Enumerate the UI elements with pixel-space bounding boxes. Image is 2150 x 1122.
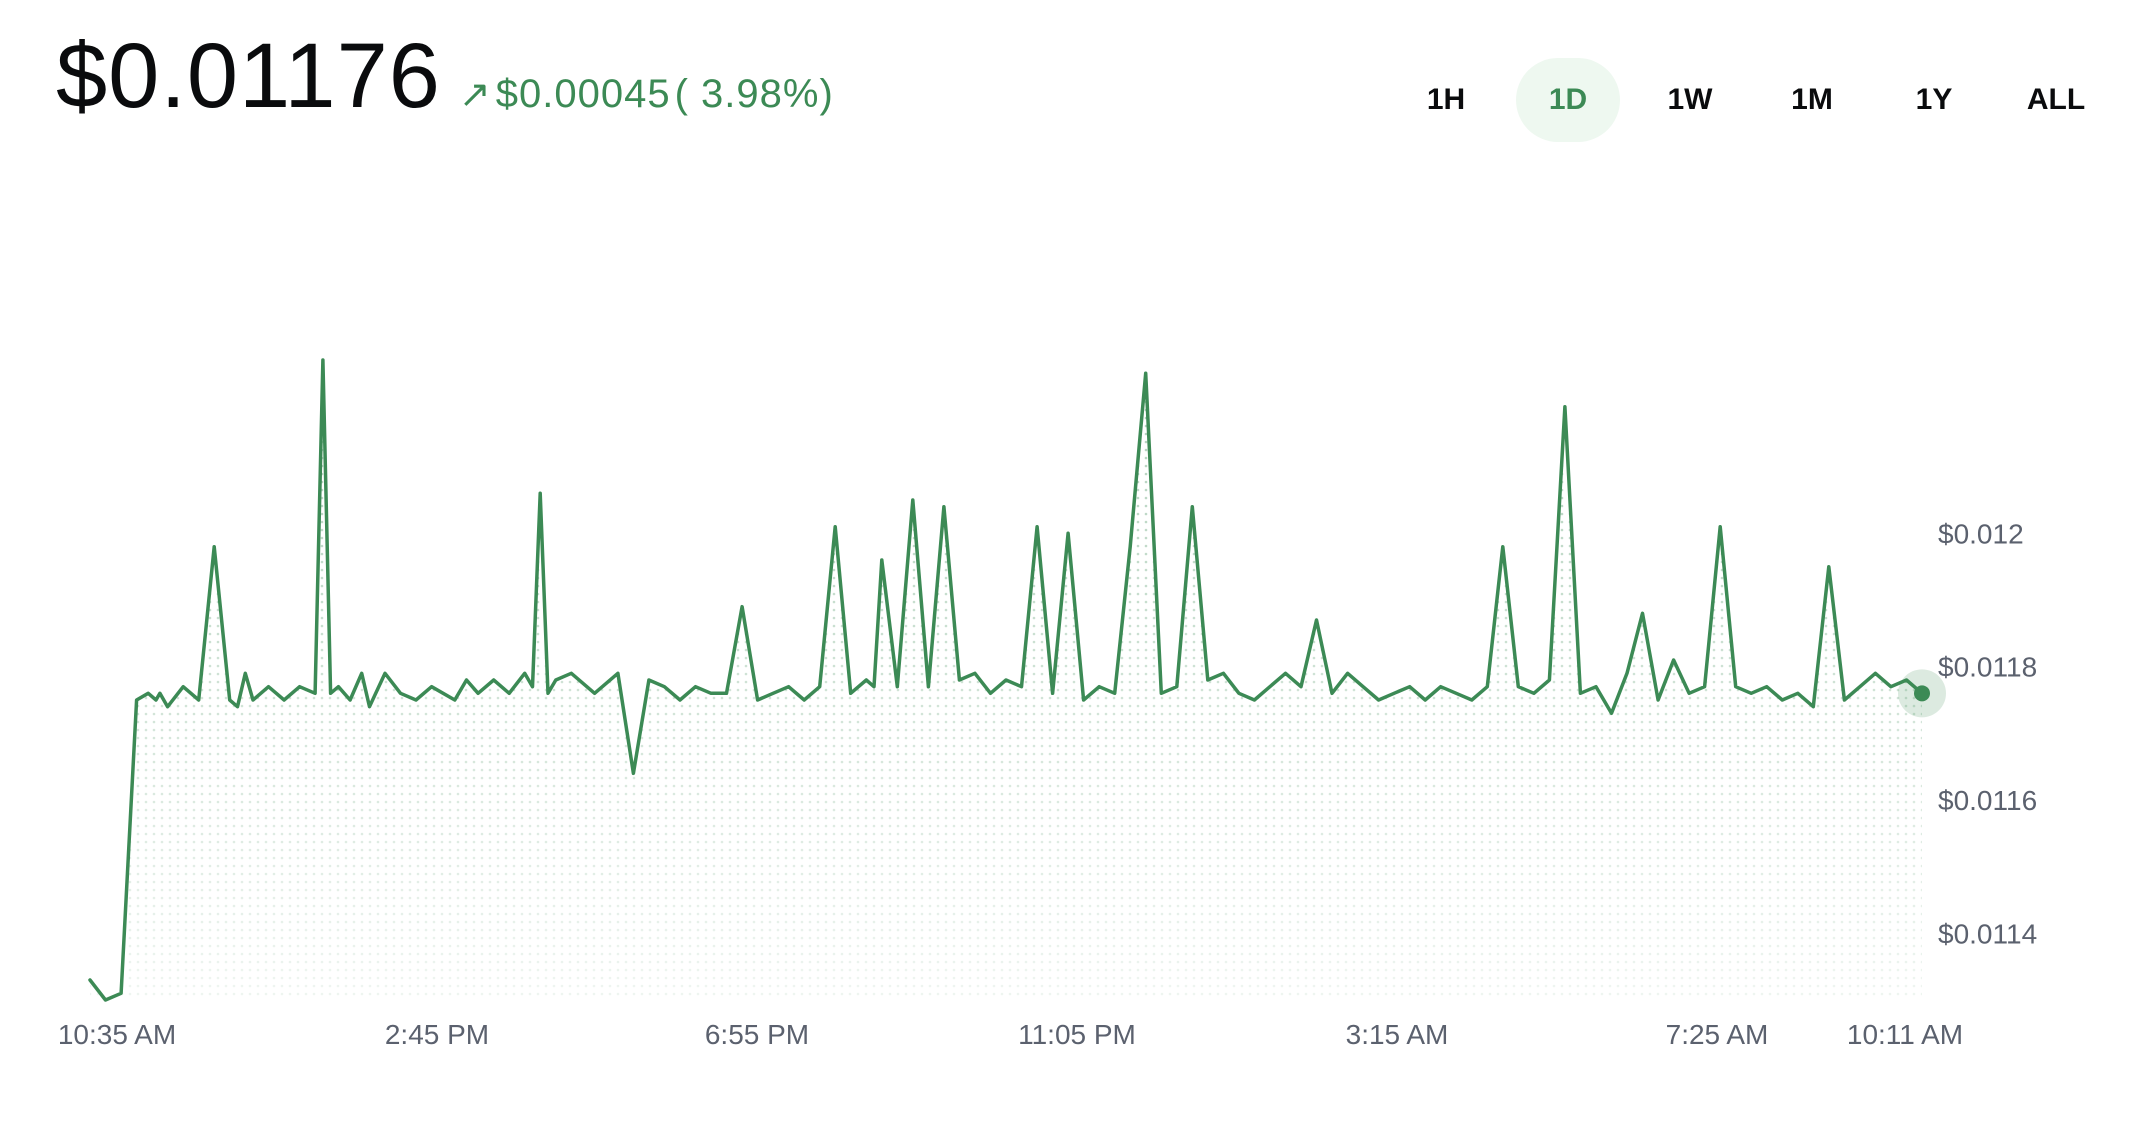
range-tab-1d[interactable]: 1D xyxy=(1516,58,1620,142)
y-tick-label: $0.0116 xyxy=(1938,785,2037,816)
current-price: $0.01176 xyxy=(56,25,441,127)
time-range-tabs: 1H 1D 1W 1M 1Y ALL xyxy=(1394,58,2108,142)
price-header: $0.01176 ↗ $0.00045 ( 3.98%) xyxy=(56,30,834,122)
range-tab-1h[interactable]: 1H xyxy=(1426,83,1466,116)
y-tick-label: $0.0114 xyxy=(1938,918,2037,949)
x-tick-label: 7:25 AM xyxy=(1666,1019,1769,1050)
y-tick-label: $0.012 xyxy=(1938,518,2024,549)
range-tab-all[interactable]: ALL xyxy=(2026,83,2086,116)
range-tab-1m[interactable]: 1M xyxy=(1791,83,1833,116)
change-amount: $0.00045 xyxy=(495,72,671,116)
range-tab-1w[interactable]: 1W xyxy=(1667,83,1713,116)
x-tick-label: 6:55 PM xyxy=(705,1019,809,1050)
price-change: ↗ $0.00045 ( 3.98%) xyxy=(459,72,834,117)
x-tick-label: 10:11 AM xyxy=(1847,1019,1963,1050)
current-point-marker[interactable] xyxy=(1914,685,1930,702)
x-tick-label: 11:05 PM xyxy=(1018,1019,1136,1050)
y-tick-label: $0.0118 xyxy=(1938,652,2037,683)
arrow-up-right-icon: ↗ xyxy=(458,74,492,116)
range-tab-1y[interactable]: 1Y xyxy=(1915,83,1953,116)
price-line xyxy=(88,358,1924,1002)
change-percent: ( 3.98%) xyxy=(674,72,834,116)
x-tick-label: 10:35 AM xyxy=(58,1019,176,1050)
x-tick-label: 3:15 AM xyxy=(1346,1019,1449,1050)
x-tick-label: 2:45 PM xyxy=(385,1019,489,1050)
